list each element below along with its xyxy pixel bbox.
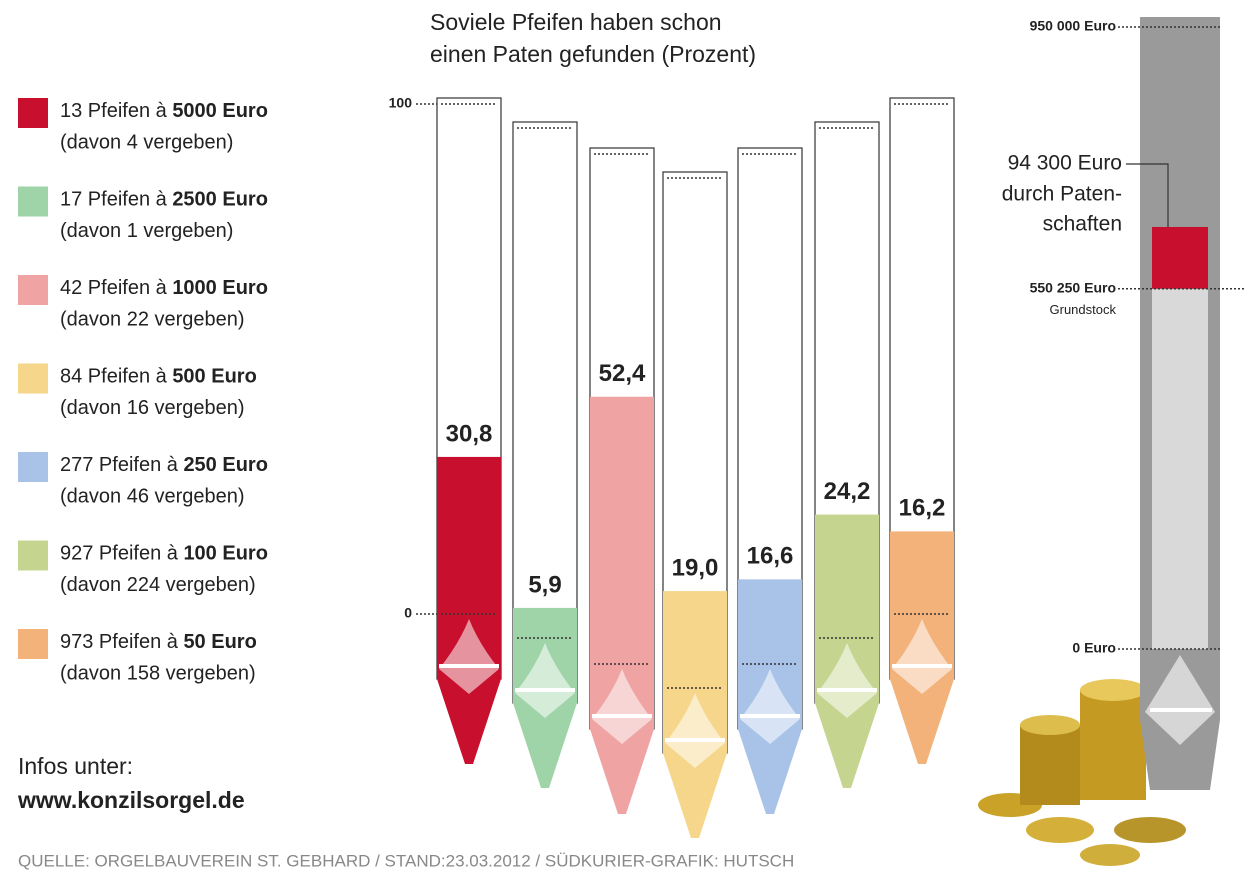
legend-note: (davon 158 vergeben) xyxy=(60,662,256,684)
source: QUELLE: ORGELBAUVEREIN ST. GEBHARD / STA… xyxy=(18,851,794,870)
legend-note: (davon 224 vergeben) xyxy=(60,574,256,596)
legend-text: 17 Pfeifen à xyxy=(60,189,168,211)
legend-swatch xyxy=(18,186,48,217)
pipe-mouth xyxy=(740,669,800,744)
info-label: Infos unter: xyxy=(18,753,133,779)
legend-bold: 5000 Euro xyxy=(172,100,268,122)
legend-label: 973 Pfeifen à 50 Euro xyxy=(60,631,257,653)
pipe-foot xyxy=(663,753,727,838)
gauge-mouth xyxy=(1145,655,1215,745)
legend-note: (davon 46 vergeben) xyxy=(60,485,245,507)
legend-note: (davon 22 vergeben) xyxy=(60,308,245,330)
chart-title: einen Paten gefunden (Prozent) xyxy=(430,41,756,67)
pipe-lip xyxy=(439,664,499,668)
pipe-mouth xyxy=(592,669,652,744)
chart-title: Soviele Pfeifen haben schon xyxy=(430,9,722,35)
value-label: 24,2 xyxy=(824,478,871,505)
pipe-body xyxy=(512,121,578,704)
pipe-mouth xyxy=(665,693,725,768)
bar xyxy=(663,591,727,688)
legend-swatch xyxy=(18,540,48,571)
value-label: 16,2 xyxy=(899,495,946,522)
value-label: 16,6 xyxy=(747,543,794,570)
bar xyxy=(590,396,654,664)
pipe-lip xyxy=(892,664,952,668)
y-tick-label: 950 000 Euro xyxy=(1030,18,1116,34)
segment-note: Grundstock xyxy=(1050,302,1117,317)
legend-text: 277 Pfeifen à xyxy=(60,454,179,476)
legend-text: 973 Pfeifen à xyxy=(60,631,179,653)
legend-note: (davon 4 vergeben) xyxy=(60,131,233,153)
pipe-foot xyxy=(437,679,501,764)
legend-label: 17 Pfeifen à 2500 Euro xyxy=(60,189,268,211)
y-tick-label: 100 xyxy=(389,95,413,111)
y-tick-label: 550 250 Euro xyxy=(1030,279,1116,295)
y-tick-label: 0 xyxy=(404,605,412,621)
bar xyxy=(815,514,879,638)
value-label: 19,0 xyxy=(672,554,719,581)
legend-label: 84 Pfeifen à 500 Euro xyxy=(60,366,257,388)
pipe-foot xyxy=(815,703,879,788)
bar xyxy=(738,579,802,664)
gauge-lip xyxy=(1150,708,1212,712)
segment-note: schaften xyxy=(1043,213,1122,236)
segment-note: durch Paten- xyxy=(1002,183,1122,206)
legend-note: (davon 16 vergeben) xyxy=(60,397,245,419)
legend-text: 84 Pfeifen à xyxy=(60,366,168,388)
pipe-mouth xyxy=(515,643,575,718)
pipe-lip xyxy=(592,714,652,718)
legend-label: 927 Pfeifen à 100 Euro xyxy=(60,543,268,565)
value-label: 5,9 xyxy=(528,571,561,598)
pipe-mouth xyxy=(817,643,877,718)
pipe-lip xyxy=(665,738,725,742)
legend-swatch xyxy=(18,363,48,394)
pipe-foot xyxy=(513,703,577,788)
pipe-mouth xyxy=(439,619,499,694)
legend-swatch xyxy=(18,275,48,305)
coins xyxy=(978,679,1186,866)
legend-label: 42 Pfeifen à 1000 Euro xyxy=(60,277,268,299)
bar xyxy=(513,607,577,638)
legend-swatch xyxy=(18,629,48,659)
legend-bold: 500 Euro xyxy=(172,366,256,388)
legend-bold: 2500 Euro xyxy=(172,189,268,211)
legend-swatch xyxy=(18,98,48,128)
y-tick-label: 0 Euro xyxy=(1072,640,1116,656)
legend-bold: 1000 Euro xyxy=(172,277,268,299)
legend-bold: 250 Euro xyxy=(183,454,267,476)
bar xyxy=(437,456,501,614)
legend-text: 927 Pfeifen à xyxy=(60,543,179,565)
legend-note: (davon 1 vergeben) xyxy=(60,220,233,242)
legend-swatch xyxy=(18,452,48,482)
segment-label: 94 300 Euro xyxy=(1008,152,1122,175)
gauge-foot xyxy=(1140,720,1220,790)
pipe-mouth xyxy=(892,619,952,694)
pipe-foot xyxy=(738,729,802,814)
legend-text: 42 Pfeifen à xyxy=(60,277,168,299)
value-label: 30,8 xyxy=(446,420,493,447)
pipe-lip xyxy=(515,688,575,692)
gauge-segment xyxy=(1152,226,1208,289)
legend-text: 13 Pfeifen à xyxy=(60,100,168,122)
pipe-foot xyxy=(890,679,954,764)
info-url[interactable]: www.konzilsorgel.de xyxy=(17,787,245,813)
legend-label: 13 Pfeifen à 5000 Euro xyxy=(60,100,268,122)
legend-bold: 50 Euro xyxy=(183,631,256,653)
gauge-segment xyxy=(1152,288,1208,649)
value-label: 52,4 xyxy=(599,360,646,387)
pipe-lip xyxy=(740,714,800,718)
legend-bold: 100 Euro xyxy=(183,543,267,565)
legend-label: 277 Pfeifen à 250 Euro xyxy=(60,454,268,476)
pipe-foot xyxy=(590,729,654,814)
leader xyxy=(1126,163,1169,227)
pipe-lip xyxy=(817,688,877,692)
bar xyxy=(890,531,954,614)
